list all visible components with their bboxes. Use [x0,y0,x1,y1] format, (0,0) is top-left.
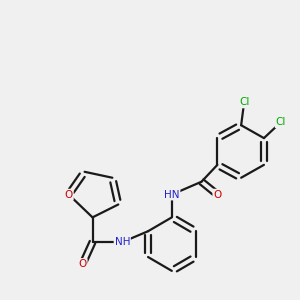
Text: O: O [213,190,221,200]
Text: HN: HN [164,190,179,200]
Text: NH: NH [115,237,130,247]
Text: O: O [79,259,87,269]
Text: Cl: Cl [239,98,249,107]
Text: Cl: Cl [276,117,286,127]
Text: O: O [64,190,73,200]
